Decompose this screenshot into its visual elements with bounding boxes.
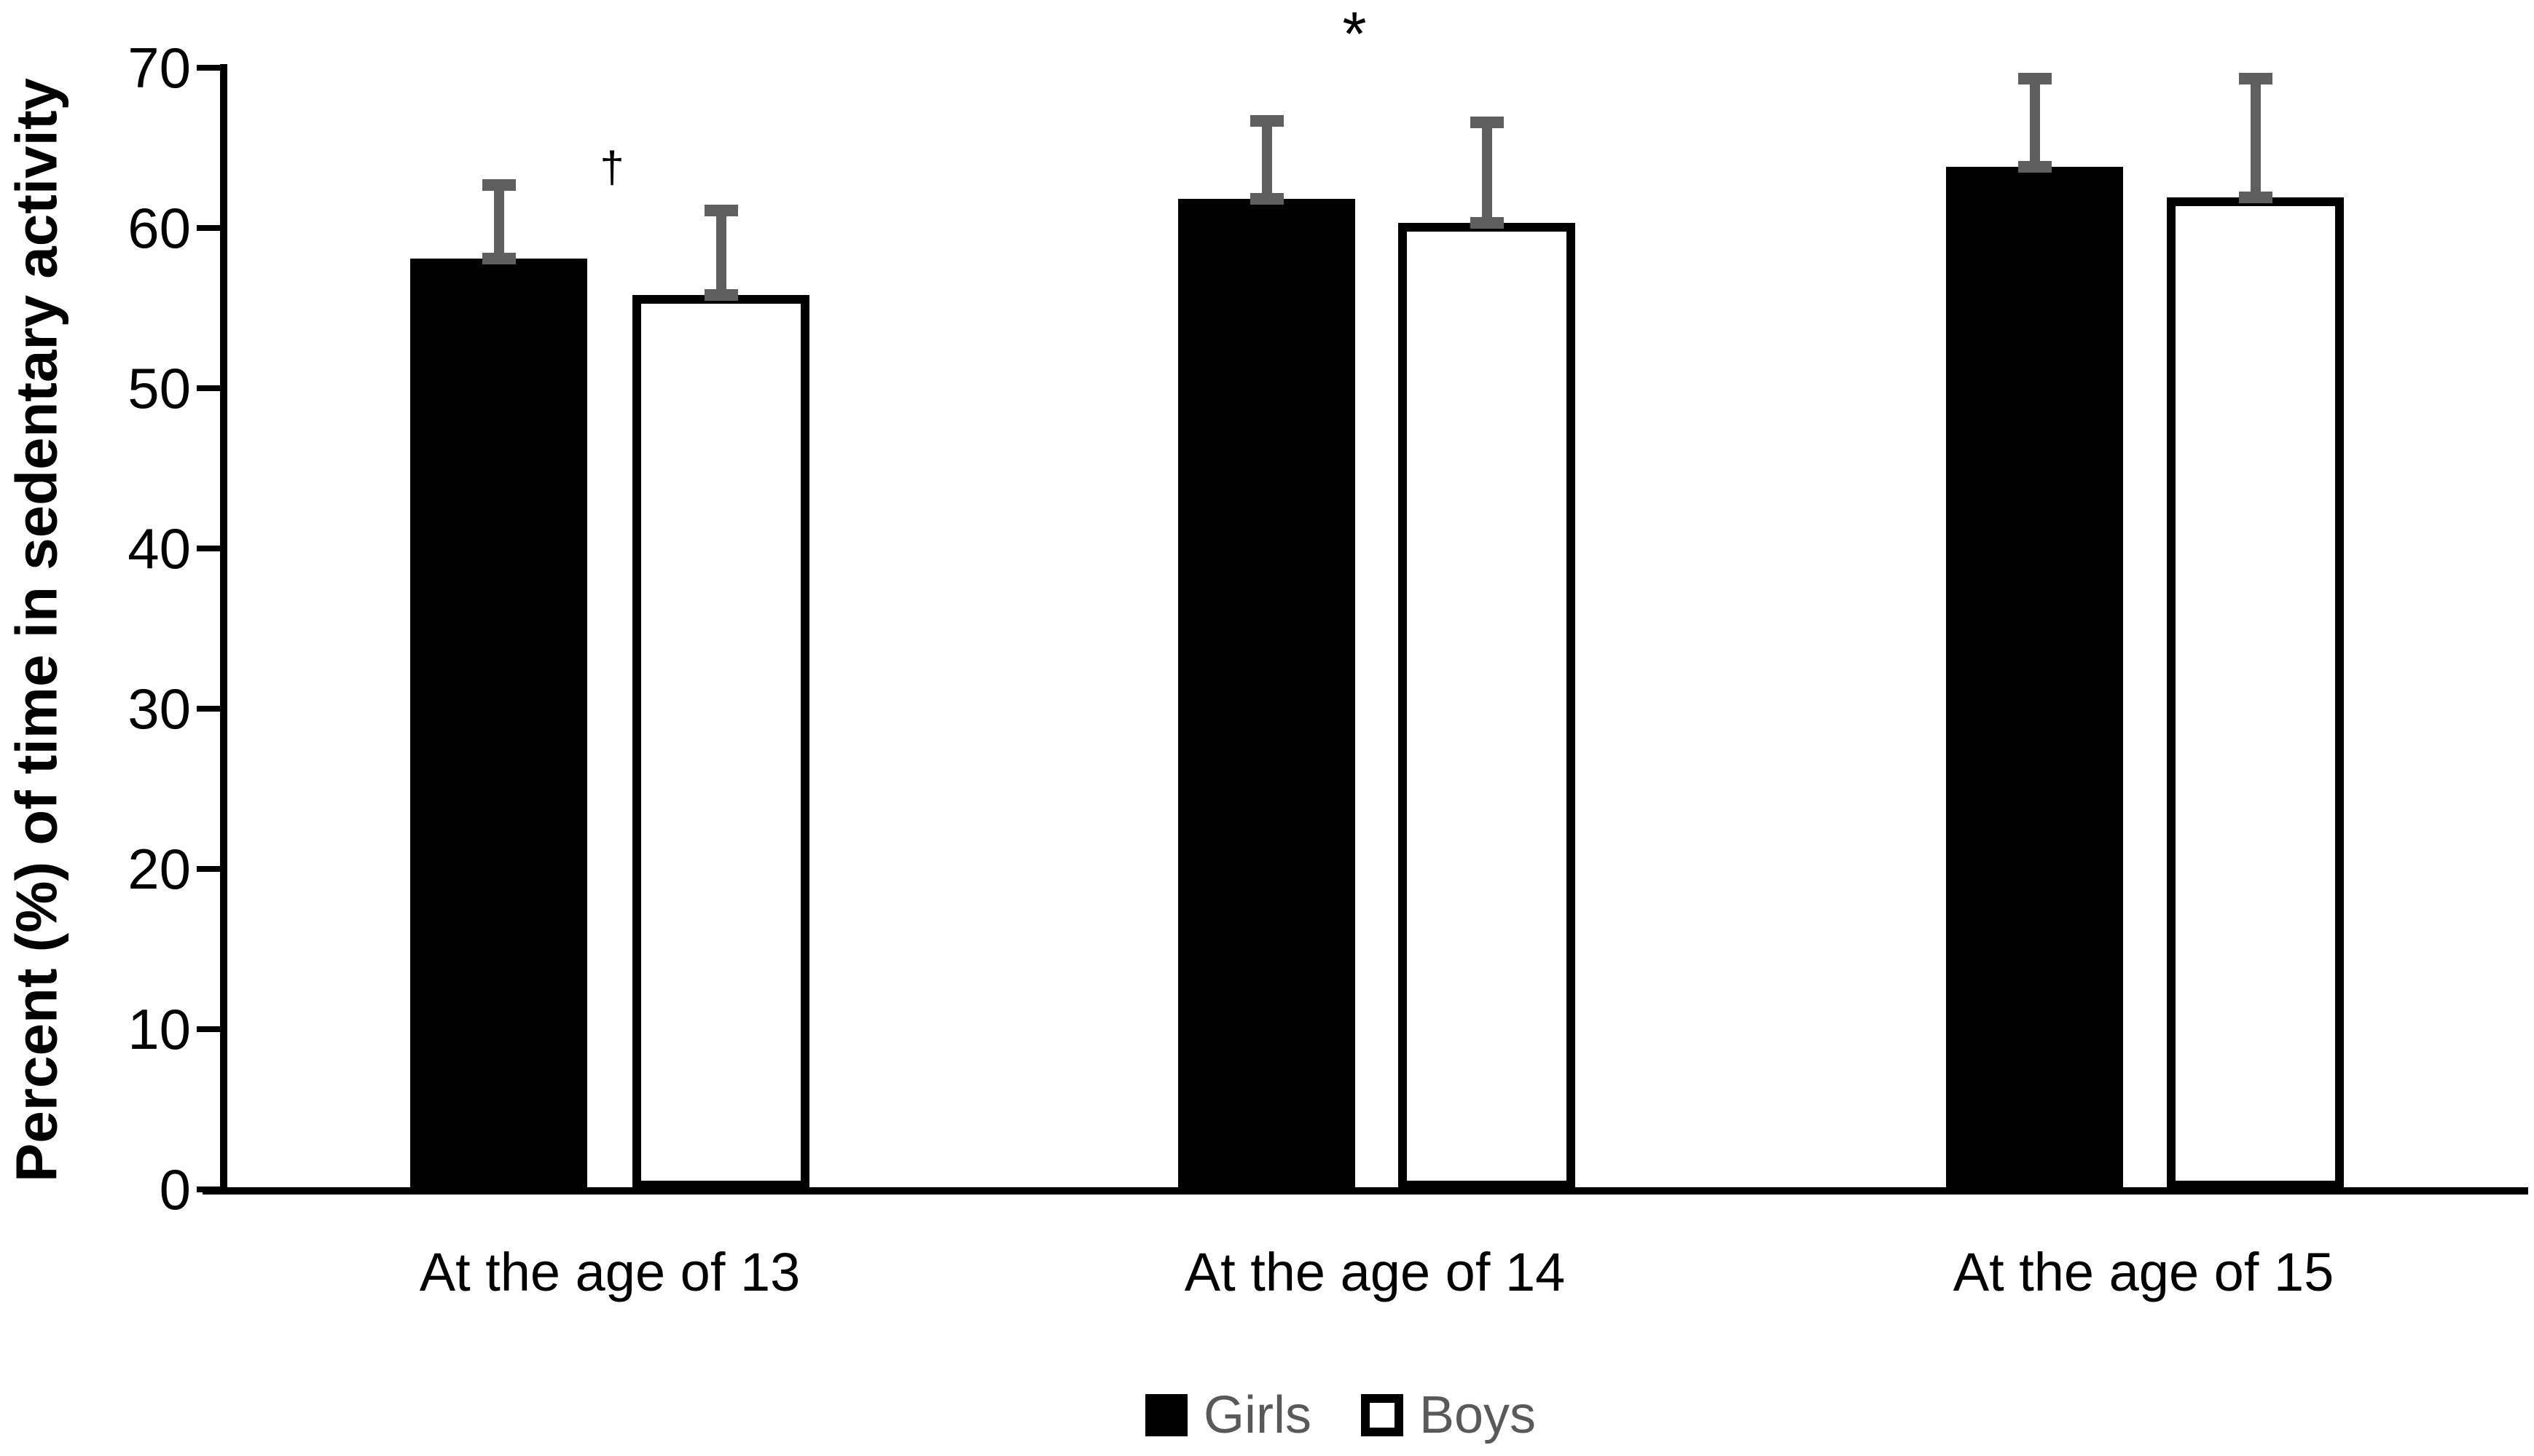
error-bar-stem [1261,120,1272,205]
y-tick-mark [197,1026,221,1032]
x-axis-line [203,1187,2528,1195]
y-tick-label: 70 [128,36,191,100]
y-axis-line [220,64,227,1193]
legend-swatch-boys [1360,1394,1403,1436]
category-label-1: At the age of 13 [419,1242,801,1302]
category-label-3: At the age of 15 [1953,1242,2334,1302]
significance-symbol-group2: * [1342,0,1367,69]
y-tick-label: 50 [128,356,191,420]
bar-boys-group3 [2167,197,2344,1189]
error-bar-cap-bottom [482,252,516,264]
error-bar-stem [2029,79,2040,173]
legend-label-girls: Girls [1204,1386,1311,1444]
bar-boys-group1 [632,295,809,1189]
bar-girls-group3 [1946,167,2123,1189]
error-bar-stem [2250,79,2261,204]
y-tick-mark [197,706,221,712]
y-tick-label: 30 [128,677,191,741]
error-bar-stem [493,184,504,264]
error-bar-stem [715,210,726,302]
error-bar-cap-bottom [2238,192,2272,204]
y-tick-label: 60 [128,196,191,260]
error-bar-cap-bottom [1250,193,1284,205]
error-bar-cap-bottom [704,289,738,302]
legend: Girls Boys [1145,1388,1536,1443]
y-tick-mark [197,546,221,551]
legend-label-boys: Boys [1419,1386,1537,1444]
y-tick-mark [197,65,221,71]
error-bar-cap-bottom [1470,217,1504,229]
y-tick-mark [197,385,221,391]
error-bar-stem [1481,122,1492,229]
y-tick-label: 10 [128,997,191,1061]
bar-boys-group2 [1398,223,1575,1189]
y-tick-mark [197,866,221,872]
bar-girls-group1 [410,258,587,1189]
error-bar-cap-bottom [2017,161,2052,173]
category-label-2: At the age of 14 [1184,1242,1566,1302]
y-tick-mark [197,225,221,231]
significance-symbol-group1: † [600,143,624,192]
y-tick-label: 20 [128,837,191,901]
legend-swatch-girls [1145,1394,1188,1436]
bar-girls-group2 [1178,199,1355,1189]
y-tick-label: 40 [128,516,191,581]
y-tick-label: 0 [159,1157,191,1221]
y-tick-mark [197,1187,221,1192]
